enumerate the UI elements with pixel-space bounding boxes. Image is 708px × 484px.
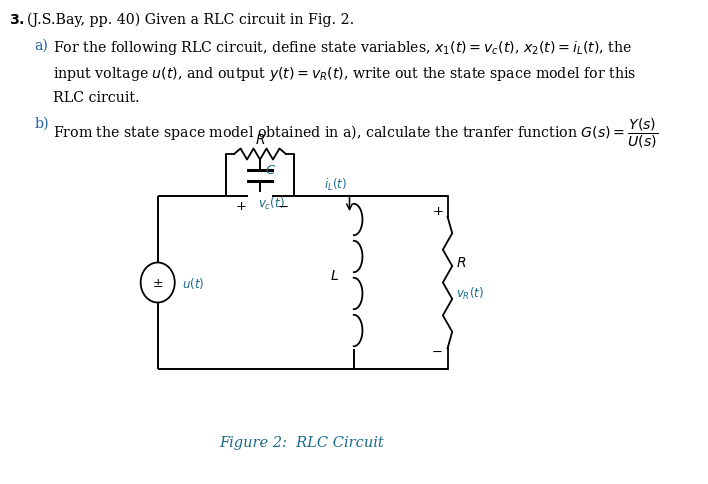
Text: $L$: $L$ bbox=[329, 269, 338, 283]
Text: input voltage $u(t)$, and output $y(t) = v_R(t)$, write out the state space mode: input voltage $u(t)$, and output $y(t) =… bbox=[53, 65, 636, 83]
Text: $i_L(t)$: $i_L(t)$ bbox=[324, 177, 347, 193]
Text: $C$: $C$ bbox=[265, 164, 276, 177]
Text: $R$: $R$ bbox=[456, 256, 467, 270]
Text: b): b) bbox=[34, 117, 49, 131]
Text: From the state space model obtained in a), calculate the tranfer function $G(s) : From the state space model obtained in a… bbox=[53, 117, 658, 150]
Text: $v_R(t)$: $v_R(t)$ bbox=[456, 285, 484, 301]
Text: Figure 2:  RLC Circuit: Figure 2: RLC Circuit bbox=[219, 435, 384, 449]
Text: $+$: $+$ bbox=[431, 205, 443, 217]
Text: RLC circuit.: RLC circuit. bbox=[53, 91, 139, 105]
Text: For the following RLC circuit, define state variables, $x_1(t) = v_c(t)$, $x_2(t: For the following RLC circuit, define st… bbox=[53, 39, 632, 57]
Text: $R$: $R$ bbox=[255, 133, 266, 147]
Text: $+$: $+$ bbox=[234, 199, 246, 212]
Text: $u(t)$: $u(t)$ bbox=[181, 275, 204, 290]
Text: $-$: $-$ bbox=[431, 344, 443, 357]
Text: $\mathbf{3.}$: $\mathbf{3.}$ bbox=[8, 13, 24, 27]
Text: a): a) bbox=[34, 39, 48, 53]
Text: $-$: $-$ bbox=[278, 199, 289, 212]
Text: $v_c(t)$: $v_c(t)$ bbox=[258, 196, 285, 212]
Text: (J.S.Bay, pp. 40) Given a RLC circuit in Fig. 2.: (J.S.Bay, pp. 40) Given a RLC circuit in… bbox=[28, 13, 355, 27]
Text: $\pm$: $\pm$ bbox=[152, 276, 164, 289]
